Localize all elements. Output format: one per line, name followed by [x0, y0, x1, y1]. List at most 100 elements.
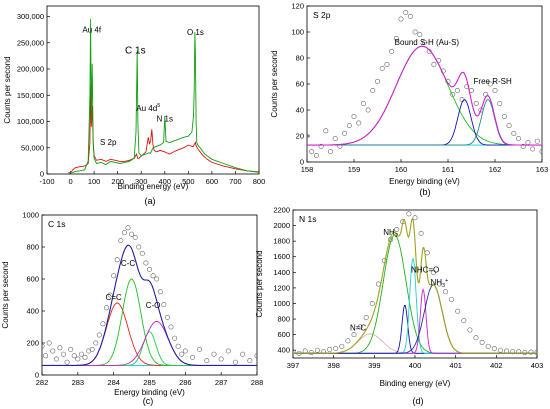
data-point — [522, 350, 528, 356]
data-point — [406, 211, 412, 217]
x-tick-label: 402 — [490, 361, 503, 370]
panel-b: 158 159 160 161 162 163 0 20 40 60 80 100 120 Energy … — [270, 2, 548, 198]
data-point — [308, 350, 314, 356]
fit-component-5 — [293, 288, 537, 354]
data-point — [118, 238, 124, 244]
data-point — [93, 340, 99, 346]
annotation-text: O 1s — [187, 28, 204, 37]
plot-area — [307, 10, 542, 159]
data-point — [534, 138, 540, 144]
fit-component-1 — [42, 302, 257, 366]
data-point — [139, 250, 145, 256]
y-tick-label: 1800 — [273, 237, 290, 246]
data-point — [485, 343, 491, 349]
y-tick-label: 20 — [296, 132, 304, 141]
data-point — [323, 128, 329, 134]
data-point — [168, 324, 174, 330]
x-tick-label: 0 — [68, 177, 72, 186]
data-point — [314, 347, 320, 353]
x-tick-label: 159 — [348, 165, 361, 174]
annotation-label: NH2 — [383, 228, 398, 239]
data-point — [64, 359, 70, 365]
data-point — [479, 339, 485, 345]
data-point — [96, 332, 102, 338]
x-tick-label: -100 — [39, 177, 54, 186]
annotation-label: C 1s — [125, 45, 146, 56]
x-tick-label: 200 — [111, 177, 124, 186]
data-point — [204, 358, 210, 364]
data-point — [379, 65, 385, 71]
data-point — [473, 101, 479, 107]
y-tick-label: 50,000 — [21, 143, 44, 152]
panel-label: (d) — [413, 396, 424, 406]
y-tick-label: 200,000 — [17, 65, 44, 74]
data-point — [525, 140, 531, 146]
data-point — [351, 332, 357, 338]
data-point — [436, 281, 442, 287]
data-point — [407, 13, 413, 19]
x-tick-label: 500 — [182, 177, 195, 186]
data-point — [179, 351, 185, 357]
x-tick-label: 800 — [253, 177, 266, 186]
y-axis-label: Counts per second — [3, 56, 12, 123]
data-point — [172, 335, 178, 341]
plot-area — [42, 225, 257, 366]
panel-c: 282 283 284 285 286 287 288 0 200 400 600 800 1000 En… — [1, 211, 263, 407]
data-point — [309, 149, 315, 155]
y-tick-label: 0 — [35, 371, 39, 380]
annotation-text: NH — [430, 278, 442, 287]
data-point — [501, 114, 507, 120]
data-point — [89, 346, 95, 352]
plot-area — [68, 19, 259, 174]
x-tick-label: 160 — [395, 165, 408, 174]
data-point — [511, 130, 517, 136]
fit-component-5 — [42, 244, 257, 366]
data-point — [363, 314, 369, 320]
x-tick-label: 403 — [531, 361, 544, 370]
y-tick-label: 120 — [291, 2, 304, 11]
annotation-sup: + — [445, 278, 448, 284]
data-point — [129, 231, 135, 237]
x-tick-label: 282 — [36, 378, 49, 387]
data-point — [150, 273, 156, 279]
fit-component-6 — [293, 284, 537, 354]
data-point — [487, 81, 493, 87]
y-tick-label: 0 — [300, 158, 304, 167]
fit-component-2 — [293, 234, 537, 354]
panel-label: (b) — [420, 187, 431, 197]
annotation-sub: 3 — [442, 283, 445, 289]
panel-label: (a) — [145, 196, 156, 206]
panel-a: -100 0 100 200 300 400 500 600 700 800050,000100,… — [3, 5, 266, 206]
fit-component-2 — [307, 99, 542, 146]
data-point — [42, 343, 45, 349]
y-tick-label: 100,000 — [17, 117, 44, 126]
y-tick-label: 80 — [296, 54, 304, 63]
data-point — [132, 234, 138, 240]
y-tick-label: 60 — [296, 80, 304, 89]
data-point — [374, 78, 380, 84]
data-point — [431, 61, 437, 67]
annotation-text: C 1s — [125, 45, 146, 56]
data-point — [403, 10, 409, 16]
annotation-label: C-C — [121, 259, 135, 268]
data-point — [107, 292, 113, 298]
fit-component-7 — [293, 217, 537, 354]
data-point — [365, 107, 371, 113]
data-point — [369, 300, 375, 306]
data-point — [424, 250, 430, 256]
data-point — [534, 350, 537, 356]
data-point — [497, 347, 503, 353]
data-point — [332, 136, 338, 142]
data-point — [455, 308, 461, 314]
data-point — [506, 123, 512, 129]
data-point — [68, 346, 74, 352]
data-point — [421, 39, 427, 45]
data-point — [111, 273, 117, 279]
y-tick-label: 600 — [277, 330, 290, 339]
fit-component-3 — [307, 99, 542, 146]
annotation-text: Bound S-H (Au-S) — [395, 38, 460, 47]
data-point — [320, 349, 326, 355]
x-tick-label: 163 — [536, 165, 549, 174]
data-point — [370, 88, 376, 94]
y-tick-label: 0 — [40, 170, 44, 179]
